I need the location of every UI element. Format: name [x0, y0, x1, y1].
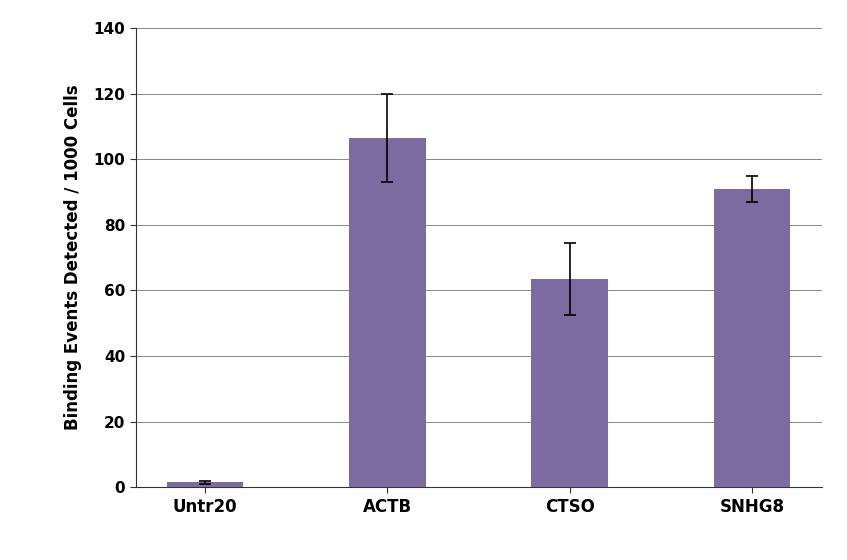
Bar	[531, 279, 608, 487]
Bar	[349, 138, 426, 487]
Bar	[167, 482, 243, 487]
Bar	[714, 189, 790, 487]
Y-axis label: Binding Events Detected / 1000 Cells: Binding Events Detected / 1000 Cells	[64, 85, 82, 431]
